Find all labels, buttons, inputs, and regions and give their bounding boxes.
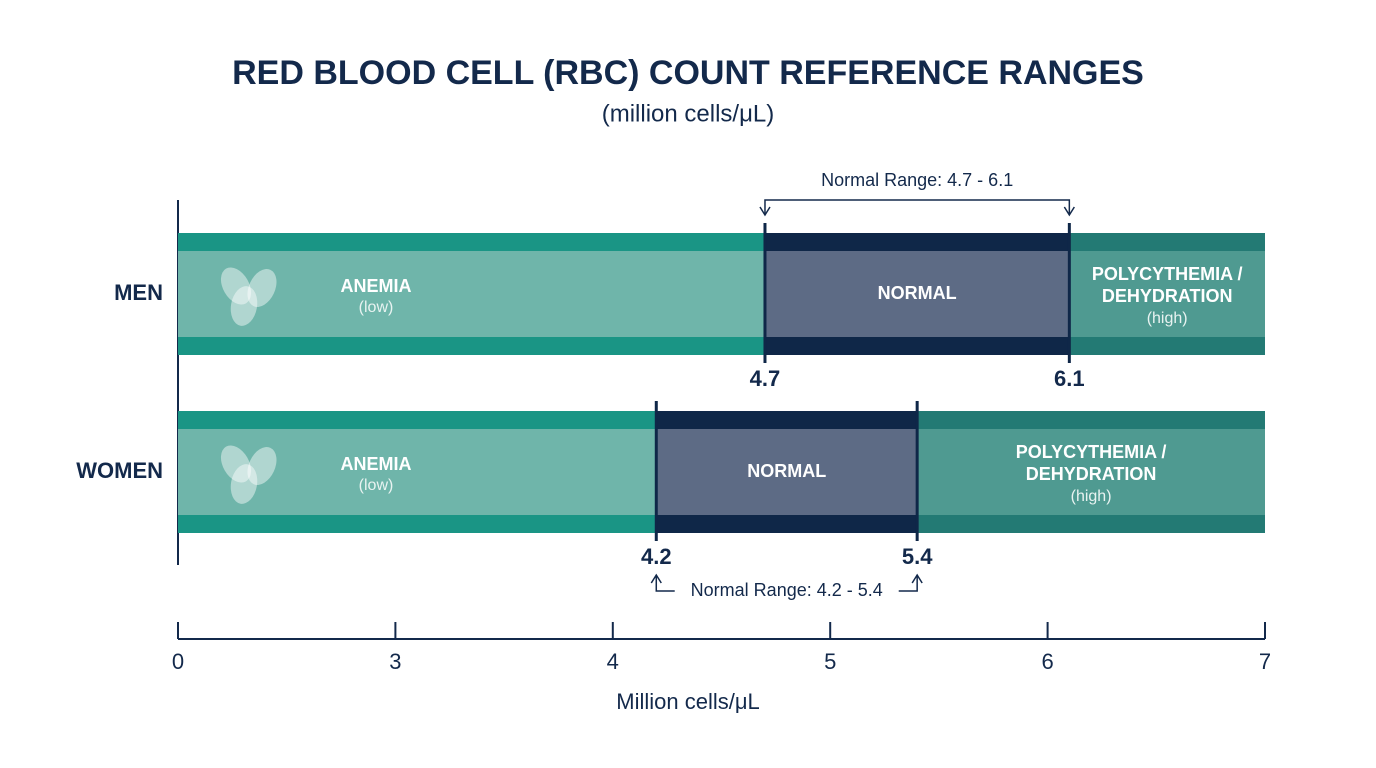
bracket-arrow (911, 573, 923, 584)
cell-icon (230, 464, 258, 504)
high-zone-inner (917, 429, 1265, 515)
zone-label: DEHYDRATION (1102, 286, 1233, 306)
high-zone-inner (1069, 251, 1265, 337)
cell-icon (220, 445, 252, 483)
range-edge-label: 4.2 (641, 544, 672, 569)
cell-icon (230, 286, 258, 326)
range-edge-label: 5.4 (902, 544, 933, 569)
zone-note: (high) (1147, 310, 1188, 327)
x-tick-label: 0 (172, 649, 184, 674)
x-tick-label: 7 (1259, 649, 1271, 674)
cell-icon (247, 447, 277, 485)
zone-label: ANEMIA (341, 276, 412, 296)
annotation-bg (805, 169, 1030, 193)
low-zone-inner (178, 251, 765, 337)
row-label: MEN (114, 280, 163, 305)
range-edge-label: 4.7 (750, 366, 781, 391)
x-axis-label: Million cells/μL (616, 689, 760, 714)
range-bracket (764, 199, 1071, 215)
normal-zone-inner (656, 429, 918, 515)
range-annotation: Normal Range: 4.2 - 5.4 (691, 580, 883, 600)
chart-title: RED BLOOD CELL (RBC) COUNT REFERENCE RAN… (232, 54, 1144, 92)
zone-label: POLYCYTHEMIA / (1016, 442, 1167, 462)
zone-label: NORMAL (878, 283, 957, 303)
x-tick-label: 6 (1041, 649, 1053, 674)
cell-icon (220, 267, 252, 305)
chart-subtitle: (million cells/μL) (602, 100, 775, 127)
bracket-arrow (650, 573, 662, 584)
zone-label: POLYCYTHEMIA / (1092, 264, 1243, 284)
zone-note: (high) (1071, 488, 1112, 505)
range-annotation: Normal Range: 4.7 - 6.1 (821, 170, 1013, 190)
x-tick-label: 5 (824, 649, 836, 674)
low-zone-inner (178, 429, 657, 515)
cell-icon (247, 269, 277, 307)
annotation-bg (674, 579, 899, 603)
zone-label: DEHYDRATION (1026, 464, 1157, 484)
zone-label: ANEMIA (341, 454, 412, 474)
row-label: WOMEN (76, 458, 163, 483)
bracket-arrow (759, 206, 771, 217)
bracket-arrow (1063, 206, 1075, 217)
zone-label: NORMAL (747, 461, 826, 481)
x-tick-label: 4 (607, 649, 619, 674)
zone-note: (low) (359, 477, 394, 494)
zone-note: (low) (359, 299, 394, 316)
x-tick-label: 3 (389, 649, 401, 674)
normal-zone-inner (764, 251, 1070, 337)
range-edge-label: 6.1 (1054, 366, 1085, 391)
